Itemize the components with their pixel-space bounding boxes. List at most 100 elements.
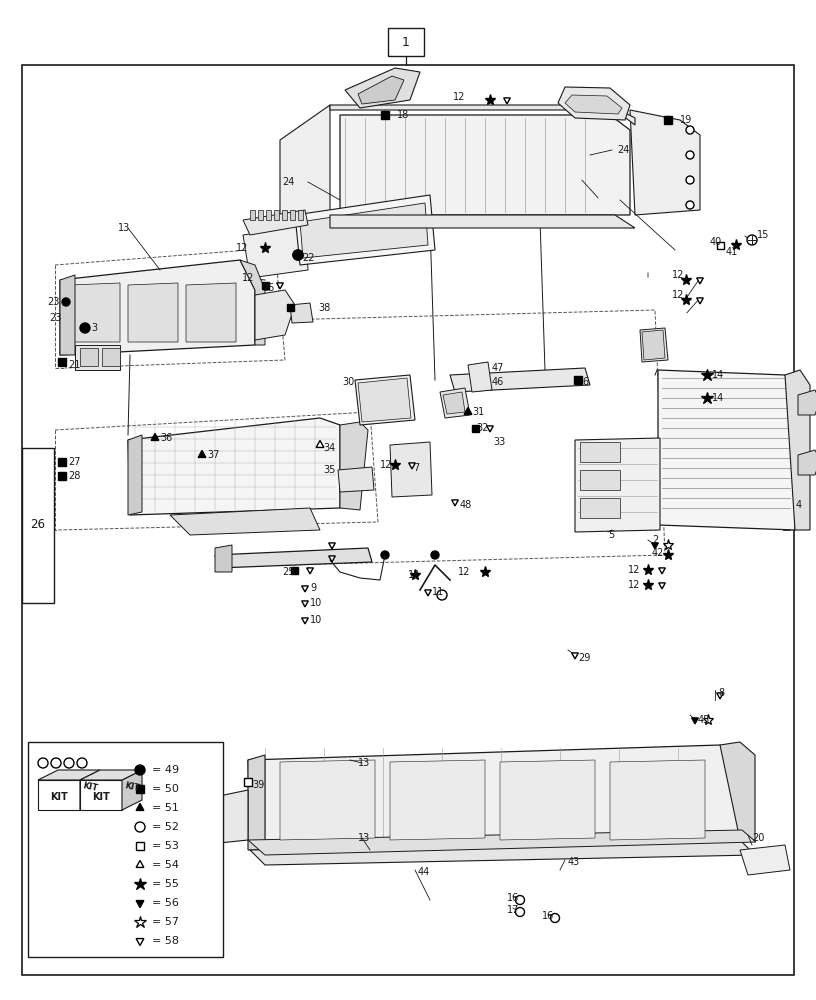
Polygon shape [329, 556, 335, 562]
Text: 13: 13 [358, 833, 370, 843]
Polygon shape [80, 770, 100, 810]
Polygon shape [565, 95, 622, 114]
Text: 2: 2 [652, 535, 659, 545]
Text: 26: 26 [30, 518, 46, 532]
Polygon shape [798, 390, 816, 415]
Text: = 56: = 56 [152, 898, 179, 908]
Circle shape [381, 551, 389, 559]
Polygon shape [440, 388, 470, 418]
Polygon shape [248, 830, 756, 855]
Polygon shape [136, 803, 144, 810]
Bar [58, 358, 66, 366]
Circle shape [747, 235, 757, 245]
Circle shape [62, 298, 70, 306]
Circle shape [135, 765, 145, 775]
Text: = 50: = 50 [152, 784, 179, 794]
Text: 10: 10 [310, 598, 322, 608]
Polygon shape [716, 693, 723, 699]
Polygon shape [610, 760, 705, 840]
Polygon shape [280, 760, 375, 840]
Circle shape [80, 323, 90, 333]
Text: 12: 12 [379, 460, 392, 470]
Polygon shape [136, 860, 144, 867]
Polygon shape [128, 418, 340, 515]
Polygon shape [295, 195, 435, 265]
Polygon shape [136, 939, 144, 946]
Bar [261, 282, 268, 288]
Polygon shape [798, 450, 816, 475]
Polygon shape [340, 115, 630, 215]
Text: 1: 1 [402, 35, 410, 48]
Text: 24: 24 [617, 145, 629, 155]
Text: 32: 32 [476, 423, 488, 433]
Text: 28: 28 [68, 471, 80, 481]
Polygon shape [390, 442, 432, 497]
Polygon shape [329, 543, 335, 549]
Polygon shape [248, 745, 740, 850]
Polygon shape [409, 463, 415, 469]
Text: 10: 10 [310, 615, 322, 625]
Text: 16: 16 [507, 893, 519, 903]
Bar [58, 472, 66, 480]
Bar [244, 778, 252, 786]
Text: 42: 42 [652, 548, 664, 558]
Bar [716, 241, 724, 248]
Text: 12: 12 [672, 290, 685, 300]
Polygon shape [128, 283, 178, 342]
Text: 4: 4 [796, 500, 802, 510]
Text: 25: 25 [282, 567, 295, 577]
Text: 48: 48 [460, 500, 472, 510]
Polygon shape [250, 210, 255, 220]
Polygon shape [122, 770, 142, 810]
Polygon shape [38, 780, 80, 810]
Circle shape [437, 590, 447, 600]
Polygon shape [302, 586, 308, 592]
Text: 9: 9 [310, 583, 316, 593]
Bar [290, 566, 298, 574]
Text: 15: 15 [757, 230, 769, 240]
Text: 29: 29 [578, 653, 590, 663]
Polygon shape [170, 508, 320, 535]
Polygon shape [298, 210, 303, 220]
Polygon shape [186, 283, 236, 342]
Polygon shape [128, 435, 142, 515]
Circle shape [64, 758, 74, 768]
Text: 12: 12 [242, 273, 254, 283]
Text: 12: 12 [628, 565, 640, 575]
Polygon shape [424, 590, 432, 596]
Polygon shape [452, 500, 459, 506]
Text: 40: 40 [710, 237, 722, 247]
Polygon shape [302, 601, 308, 607]
Polygon shape [330, 105, 635, 125]
Text: 30: 30 [342, 377, 354, 387]
Bar [388, 28, 424, 56]
Text: 38: 38 [318, 303, 330, 313]
Text: 14: 14 [712, 370, 725, 380]
Polygon shape [258, 210, 263, 220]
Text: = 55: = 55 [152, 879, 179, 889]
Polygon shape [740, 845, 790, 875]
Text: 22: 22 [302, 253, 314, 263]
Text: = 53: = 53 [152, 841, 179, 851]
Polygon shape [277, 283, 283, 289]
Polygon shape [282, 210, 287, 220]
Text: 12: 12 [453, 92, 465, 102]
Text: 43: 43 [568, 857, 580, 867]
Bar [286, 304, 294, 310]
Text: 18: 18 [397, 110, 410, 120]
Polygon shape [60, 275, 75, 355]
Polygon shape [75, 345, 120, 370]
Polygon shape [300, 203, 428, 258]
Text: 12: 12 [408, 570, 420, 580]
Text: 17: 17 [507, 905, 519, 915]
Polygon shape [580, 498, 620, 518]
Polygon shape [355, 375, 415, 425]
Polygon shape [330, 215, 635, 228]
Polygon shape [630, 110, 700, 215]
Circle shape [293, 250, 303, 260]
Polygon shape [652, 543, 659, 549]
Text: 11: 11 [432, 587, 444, 597]
Text: 24: 24 [282, 177, 295, 187]
Bar [136, 842, 144, 850]
Polygon shape [255, 290, 295, 340]
